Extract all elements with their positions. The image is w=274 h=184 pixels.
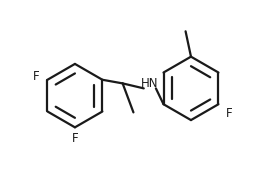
Text: F: F <box>226 107 233 120</box>
Text: F: F <box>72 132 78 145</box>
Text: HN: HN <box>140 77 158 90</box>
Text: F: F <box>33 70 40 83</box>
